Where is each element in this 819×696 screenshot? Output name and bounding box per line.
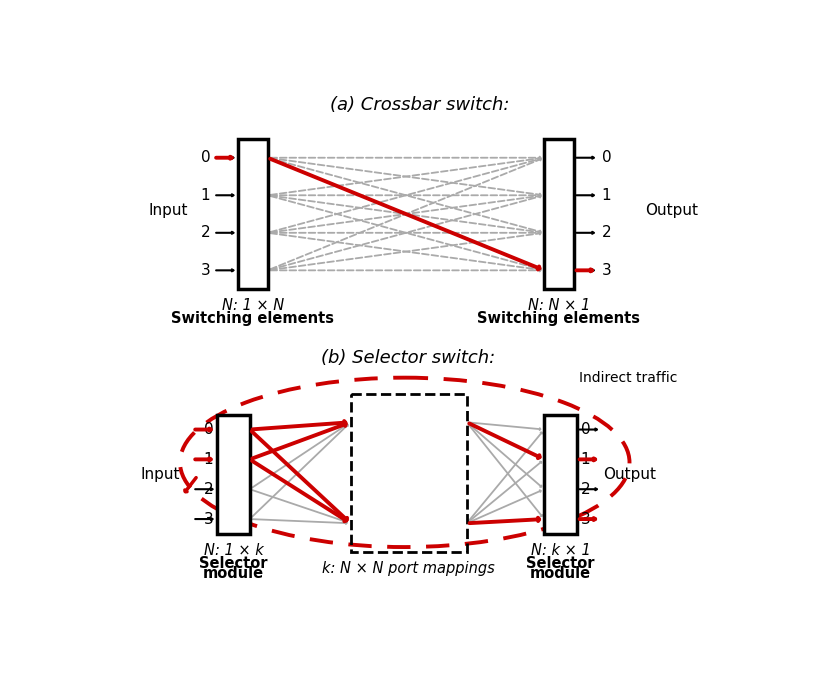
Text: 2: 2	[601, 226, 610, 240]
Text: 3: 3	[580, 512, 590, 527]
Text: N: 1 × k: N: 1 × k	[203, 543, 263, 558]
Text: 0: 0	[201, 150, 210, 165]
Text: N: k × 1: N: k × 1	[530, 543, 590, 558]
Bar	[544, 139, 573, 289]
Text: Switching elements: Switching elements	[171, 310, 334, 326]
Text: 1: 1	[580, 452, 590, 467]
Text: Input: Input	[148, 203, 188, 218]
Text: N: 1 × N: N: 1 × N	[221, 299, 283, 313]
Text: 1: 1	[601, 188, 610, 203]
Text: module: module	[529, 567, 590, 581]
Text: 1: 1	[201, 188, 210, 203]
Text: 1: 1	[203, 452, 213, 467]
Text: Input: Input	[141, 467, 180, 482]
Text: Selector: Selector	[526, 555, 594, 571]
Text: k: N × N port mappings: k: N × N port mappings	[322, 561, 495, 576]
Bar	[544, 415, 576, 534]
Text: (a) Crossbar switch:: (a) Crossbar switch:	[330, 96, 509, 114]
Text: 3: 3	[200, 263, 210, 278]
Text: 2: 2	[201, 226, 210, 240]
Text: 3: 3	[601, 263, 611, 278]
Text: 3: 3	[203, 512, 213, 527]
Text: Selector: Selector	[199, 555, 267, 571]
Text: 2: 2	[203, 482, 213, 497]
Bar	[238, 139, 267, 289]
Text: Indirect traffic: Indirect traffic	[578, 371, 676, 385]
Text: N: N × 1: N: N × 1	[527, 299, 590, 313]
Text: Output: Output	[645, 203, 698, 218]
Text: 0: 0	[580, 422, 590, 437]
Text: 0: 0	[203, 422, 213, 437]
Text: Switching elements: Switching elements	[477, 310, 640, 326]
Text: 0: 0	[601, 150, 610, 165]
Text: Output: Output	[602, 467, 655, 482]
Bar	[217, 415, 250, 534]
Text: (b) Selector switch:: (b) Selector switch:	[321, 349, 495, 367]
Text: module: module	[202, 567, 264, 581]
Bar	[350, 394, 466, 552]
Text: 2: 2	[580, 482, 590, 497]
